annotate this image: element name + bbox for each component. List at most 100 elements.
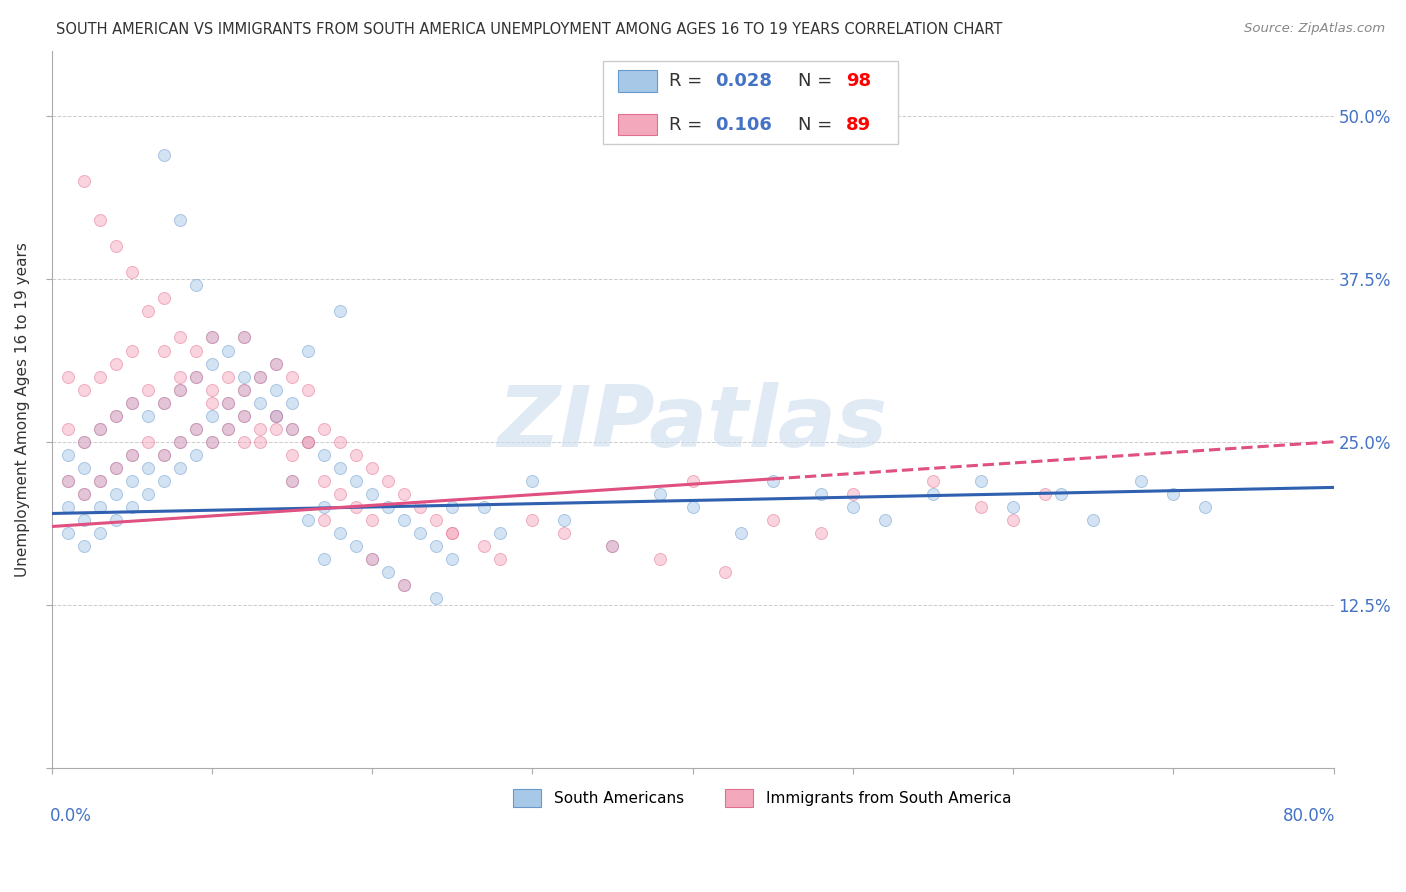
Point <box>489 526 512 541</box>
Point <box>136 304 159 318</box>
Point <box>713 565 735 579</box>
Point <box>344 500 367 514</box>
Point <box>425 539 447 553</box>
Text: 0.028: 0.028 <box>716 71 772 90</box>
Point <box>1081 513 1104 527</box>
Point <box>136 461 159 475</box>
Point <box>89 369 111 384</box>
Point <box>873 513 896 527</box>
Point <box>169 213 191 227</box>
Point <box>264 357 287 371</box>
Point <box>249 369 271 384</box>
Point <box>169 369 191 384</box>
Point <box>1033 487 1056 501</box>
FancyBboxPatch shape <box>619 70 657 92</box>
Point <box>104 461 127 475</box>
Point <box>121 265 143 279</box>
Point <box>1161 487 1184 501</box>
Point <box>152 292 174 306</box>
Point <box>970 474 993 488</box>
Point <box>104 357 127 371</box>
Point <box>312 552 335 566</box>
Point <box>312 513 335 527</box>
Point <box>232 409 254 423</box>
Point <box>152 448 174 462</box>
Point <box>152 474 174 488</box>
Point <box>249 434 271 449</box>
Point <box>201 330 224 344</box>
Point <box>392 578 415 592</box>
Point <box>344 474 367 488</box>
Text: 89: 89 <box>846 116 872 134</box>
Text: ZIPatlas: ZIPatlas <box>498 382 887 465</box>
Point <box>312 422 335 436</box>
Point <box>217 343 239 358</box>
Point <box>281 448 304 462</box>
Point <box>104 513 127 527</box>
Point <box>56 526 79 541</box>
Point <box>136 487 159 501</box>
FancyBboxPatch shape <box>513 789 541 807</box>
Point <box>104 239 127 253</box>
Point <box>553 513 575 527</box>
Point <box>56 369 79 384</box>
Point <box>297 434 319 449</box>
Point <box>152 448 174 462</box>
Point <box>361 513 384 527</box>
Point <box>922 474 945 488</box>
Point <box>842 500 865 514</box>
Point <box>1001 500 1024 514</box>
Point <box>682 500 704 514</box>
Point <box>89 213 111 227</box>
Point <box>472 500 495 514</box>
Point <box>56 448 79 462</box>
Point <box>312 500 335 514</box>
FancyBboxPatch shape <box>724 789 752 807</box>
Point <box>232 330 254 344</box>
Point <box>152 395 174 409</box>
Point <box>72 434 94 449</box>
Text: 80.0%: 80.0% <box>1282 807 1334 825</box>
Text: SOUTH AMERICAN VS IMMIGRANTS FROM SOUTH AMERICA UNEMPLOYMENT AMONG AGES 16 TO 19: SOUTH AMERICAN VS IMMIGRANTS FROM SOUTH … <box>56 22 1002 37</box>
Point <box>184 369 207 384</box>
Text: 0.106: 0.106 <box>716 116 772 134</box>
Point <box>312 448 335 462</box>
Point <box>281 474 304 488</box>
Point <box>201 357 224 371</box>
Point <box>441 552 464 566</box>
Point <box>232 369 254 384</box>
Point <box>201 383 224 397</box>
Point <box>377 565 399 579</box>
Point <box>201 330 224 344</box>
Point <box>650 487 672 501</box>
Point <box>121 448 143 462</box>
Point <box>184 343 207 358</box>
Point <box>201 434 224 449</box>
Point <box>264 383 287 397</box>
Point <box>104 409 127 423</box>
Point <box>169 383 191 397</box>
Point <box>425 513 447 527</box>
Point <box>201 434 224 449</box>
Text: R =: R = <box>669 71 709 90</box>
Point <box>169 461 191 475</box>
Point <box>56 474 79 488</box>
Point <box>89 474 111 488</box>
Point <box>136 409 159 423</box>
Point <box>281 395 304 409</box>
Point <box>184 422 207 436</box>
Point <box>264 409 287 423</box>
Point <box>312 474 335 488</box>
Point <box>489 552 512 566</box>
Point <box>217 422 239 436</box>
Point <box>329 304 352 318</box>
Point <box>121 395 143 409</box>
Point <box>56 474 79 488</box>
Point <box>89 526 111 541</box>
Point <box>152 395 174 409</box>
Point <box>522 513 544 527</box>
Point <box>72 383 94 397</box>
Point <box>281 422 304 436</box>
Point <box>922 487 945 501</box>
Point <box>104 409 127 423</box>
